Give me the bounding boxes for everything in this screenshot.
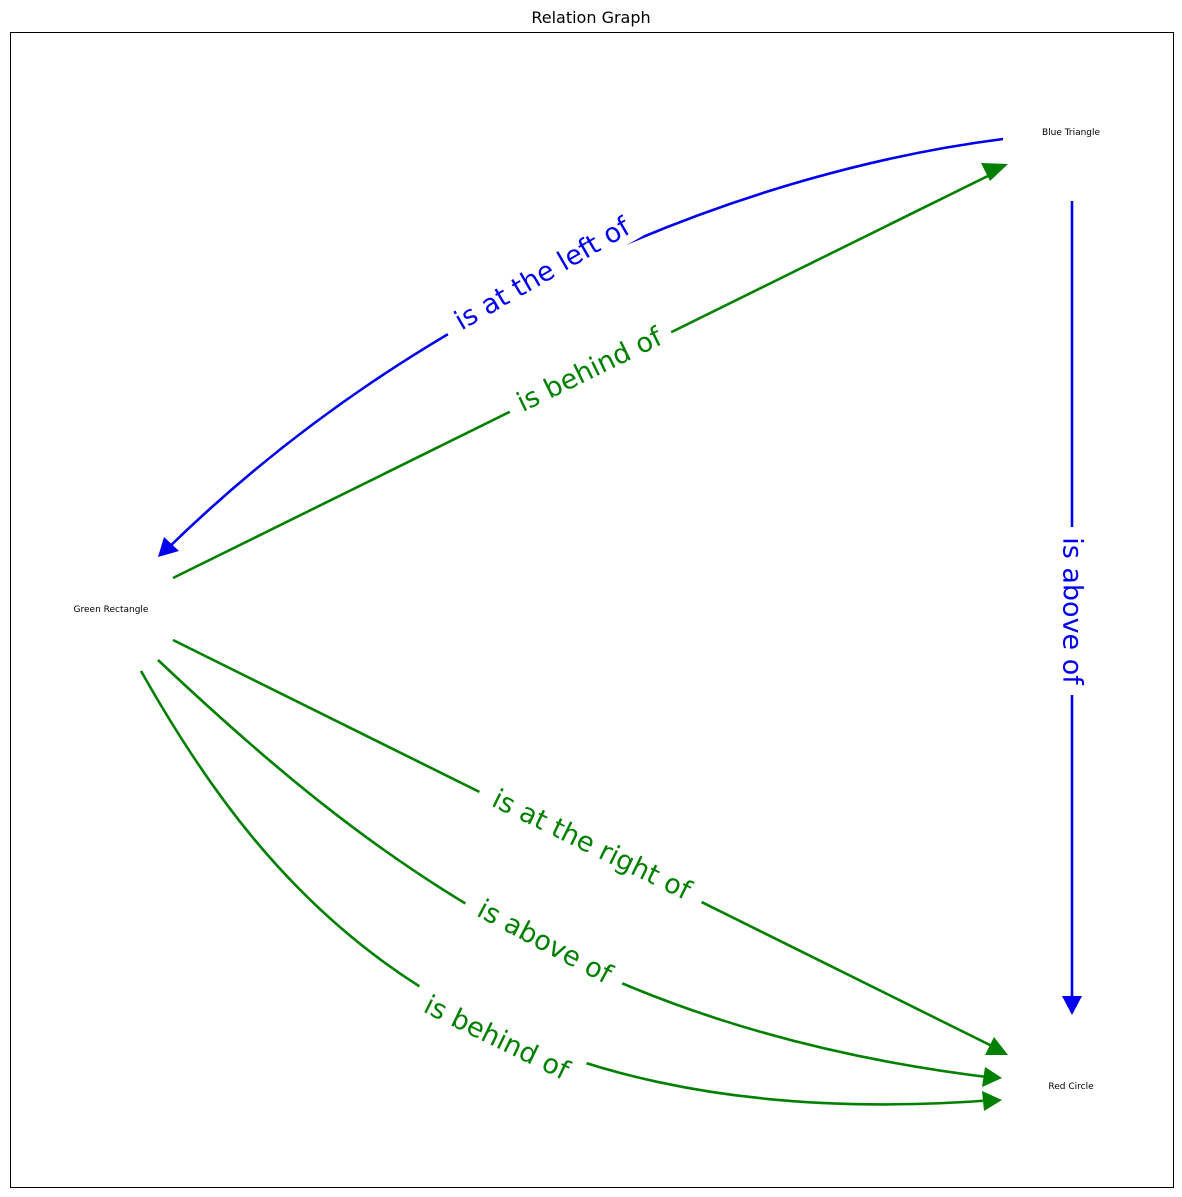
edge-label: is above of xyxy=(472,894,618,991)
edge-label: is above of xyxy=(1057,537,1088,686)
edge-label-group-left-of: is at the left of xyxy=(436,201,648,345)
edge-arrowhead xyxy=(985,1037,1008,1055)
edge-arrowhead xyxy=(982,1067,1002,1087)
edge-label-group-right-of: is at the right of xyxy=(472,773,712,915)
edge-label: is at the right of xyxy=(487,784,697,908)
edge-arrowhead xyxy=(981,163,1008,181)
edge-green-rectangle-to-red-circle-above-of xyxy=(157,659,996,1080)
node-red-circle: Red Circle xyxy=(1048,1082,1094,1092)
node-green-rectangle: Green Rectangle xyxy=(74,605,149,615)
plot-frame xyxy=(10,32,1174,1188)
edge-blue-triangle-to-green-rectangle-left-of xyxy=(162,137,1004,554)
edge-label-group-behind-of-bottom: is behind of xyxy=(406,980,588,1094)
edge-arrowhead xyxy=(1062,996,1082,1015)
edge-arrowhead xyxy=(982,1091,1002,1111)
edge-label: is behind of xyxy=(512,321,668,419)
edge-label: is at the left of xyxy=(449,211,636,337)
figure-title: Relation Graph xyxy=(531,8,650,27)
node-blue-triangle: Blue Triangle xyxy=(1042,128,1101,138)
edge-label: is behind of xyxy=(419,990,575,1088)
edge-arrowhead xyxy=(158,537,179,557)
edge-green-rectangle-to-red-circle-behind-of xyxy=(139,670,996,1106)
edge-label-group-above-of-curved: is above of xyxy=(458,884,632,999)
edge-label-group-above-of-vertical: is above of xyxy=(1055,527,1091,695)
edge-label-group-behind-of-top: is behind of xyxy=(500,313,678,425)
